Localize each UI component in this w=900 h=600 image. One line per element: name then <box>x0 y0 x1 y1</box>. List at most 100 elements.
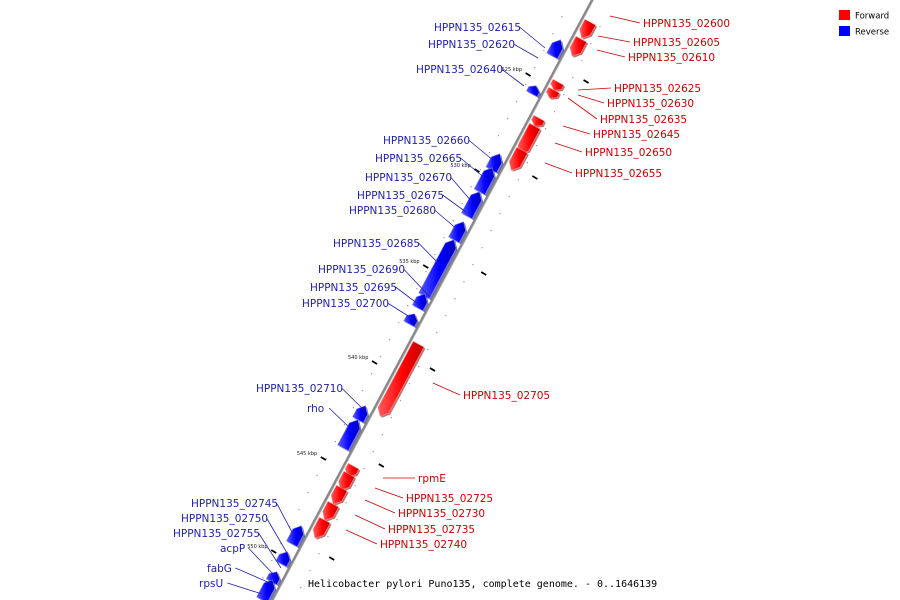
gene-arrow[interactable] <box>531 114 545 127</box>
gene-label-rho[interactable]: rho <box>307 403 324 415</box>
gene-arrow[interactable] <box>569 35 588 57</box>
gene-label-rpsu[interactable]: rpsU <box>199 578 223 590</box>
gene-label-hppn135_02675[interactable]: HPPN135_02675 <box>357 190 444 202</box>
gene-label-hppn135_02630[interactable]: HPPN135_02630 <box>607 98 694 110</box>
gene-label-rpme[interactable]: rpmE <box>418 473 446 485</box>
gene-arrow[interactable] <box>485 153 503 174</box>
gene-label-hppn135_02620[interactable]: HPPN135_02620 <box>428 39 515 51</box>
tick-label: 525 kbp <box>502 67 522 73</box>
gene-arrow[interactable] <box>473 167 495 196</box>
gene-labels: HPPN135_02600 HPPN135_02605 HPPN135_02610 H… <box>173 15 730 595</box>
gene-label-acpp[interactable]: acpP <box>220 543 245 555</box>
legend-forward-label: Forward <box>855 12 889 22</box>
gene-label-hppn135_02625[interactable]: HPPN135_02625 <box>614 83 701 95</box>
gene-label-hppn135_02755[interactable]: HPPN135_02755 <box>173 528 260 540</box>
leader-line <box>387 302 414 320</box>
gene-label-hppn135_02600[interactable]: HPPN135_02600 <box>643 18 730 30</box>
gene-label-hppn135_02740[interactable]: HPPN135_02740 <box>380 539 467 551</box>
legend-reverse-swatch <box>839 26 850 36</box>
gene-label-hppn135_02655[interactable]: HPPN135_02655 <box>575 168 662 180</box>
gene-label-hppn135_02660[interactable]: HPPN135_02660 <box>383 135 470 147</box>
gene-label-hppn135_02700[interactable]: HPPN135_02700 <box>302 298 389 310</box>
tick-label: 545 kbp <box>297 451 317 457</box>
leader-line <box>235 567 271 584</box>
leader-line <box>596 49 626 58</box>
leader-line <box>460 157 488 181</box>
tick-label: 530 kbp <box>450 163 470 169</box>
leader-line <box>418 242 441 266</box>
leader-line <box>248 547 276 577</box>
legend-reverse-label: Reverse <box>855 28 889 38</box>
leader-line <box>403 268 431 298</box>
gene-arrow[interactable] <box>312 516 331 539</box>
leader-line <box>442 194 467 213</box>
gene-label-hppn135_02730[interactable]: HPPN135_02730 <box>398 508 485 520</box>
leader-line <box>345 529 378 545</box>
leader-line <box>276 502 294 535</box>
genome-backbone <box>270 0 595 600</box>
leader-line <box>577 94 605 104</box>
gene-arrow[interactable] <box>508 146 528 171</box>
gene-label-hppn135_02695[interactable]: HPPN135_02695 <box>310 282 397 294</box>
gene-features <box>256 18 598 600</box>
leader-line <box>354 514 386 530</box>
gene-label-hppn135_02745[interactable]: HPPN135_02745 <box>191 498 278 510</box>
leader-line <box>258 532 282 569</box>
tick-label: 535 kbp <box>399 259 419 265</box>
leader-line <box>328 407 351 429</box>
gene-arrow[interactable] <box>403 313 418 328</box>
gene-label-hppn135_02615[interactable]: HPPN135_02615 <box>434 22 521 34</box>
tick-marks: 525 kbp 530 kbp 535 kbp 540 kbp 545 kbp 550 k… <box>247 67 590 561</box>
leader-line <box>513 43 539 59</box>
gene-arrow[interactable] <box>546 39 564 60</box>
gene-label-hppn135_02710[interactable]: HPPN135_02710 <box>256 383 343 395</box>
gene-arrow[interactable] <box>550 78 565 91</box>
gene-arrow[interactable] <box>546 86 560 99</box>
leader-line <box>227 582 263 595</box>
backbone-line <box>270 0 594 600</box>
gene-label-hppn135_02640[interactable]: HPPN135_02640 <box>416 64 503 76</box>
leader-line <box>562 125 591 135</box>
gene-label-hppn135_02735[interactable]: HPPN135_02735 <box>388 524 475 536</box>
gene-arrow[interactable] <box>460 191 482 220</box>
leader-line <box>609 15 641 24</box>
gene-arrow[interactable] <box>377 340 425 417</box>
leader-line <box>468 139 495 162</box>
gene-arrow[interactable] <box>526 85 540 98</box>
gene-arrow[interactable] <box>337 419 361 452</box>
gene-label-fabg[interactable]: fabG <box>207 563 232 575</box>
gene-label-hppn135_02610[interactable]: HPPN135_02610 <box>628 52 715 64</box>
gene-arrow[interactable] <box>275 551 291 568</box>
genome-title: Helicobacter pylori Puno135, complete ge… <box>308 579 657 590</box>
gene-label-hppn135_02670[interactable]: HPPN135_02670 <box>365 172 452 184</box>
grid-dots <box>262 16 601 589</box>
gene-arrow[interactable] <box>322 500 340 521</box>
gene-label-hppn135_02750[interactable]: HPPN135_02750 <box>181 513 268 525</box>
gene-label-hppn135_02705[interactable]: HPPN135_02705 <box>463 390 550 402</box>
gene-arrow[interactable] <box>256 579 276 600</box>
gene-label-hppn135_02690[interactable]: HPPN135_02690 <box>318 264 405 276</box>
gene-arrow[interactable] <box>411 293 428 312</box>
gene-label-hppn135_02605[interactable]: HPPN135_02605 <box>633 37 720 49</box>
gene-arrow[interactable] <box>579 18 597 39</box>
gene-label-hppn135_02645[interactable]: HPPN135_02645 <box>593 129 680 141</box>
gene-arrow[interactable] <box>448 221 466 244</box>
leader-line <box>450 176 473 203</box>
leader-line <box>266 517 288 554</box>
gene-arrow[interactable] <box>330 484 348 505</box>
gene-label-hppn135_02635[interactable]: HPPN135_02635 <box>600 114 687 126</box>
gene-label-hppn135_02680[interactable]: HPPN135_02680 <box>349 205 436 217</box>
gene-arrow[interactable] <box>338 470 356 491</box>
gene-label-hppn135_02725[interactable]: HPPN135_02725 <box>406 493 493 505</box>
leader-line <box>434 209 459 231</box>
leader-line <box>554 142 583 153</box>
gene-arrow[interactable] <box>265 571 281 586</box>
leader-line <box>341 387 365 411</box>
gene-label-hppn135_02650[interactable]: HPPN135_02650 <box>585 147 672 159</box>
tick-label: 550 kbp <box>247 544 267 550</box>
gene-arrow[interactable] <box>286 525 304 548</box>
gene-label-hppn135_02665[interactable]: HPPN135_02665 <box>375 153 462 165</box>
gene-arrow[interactable] <box>418 239 457 300</box>
gene-label-hppn135_02685[interactable]: HPPN135_02685 <box>333 238 420 250</box>
